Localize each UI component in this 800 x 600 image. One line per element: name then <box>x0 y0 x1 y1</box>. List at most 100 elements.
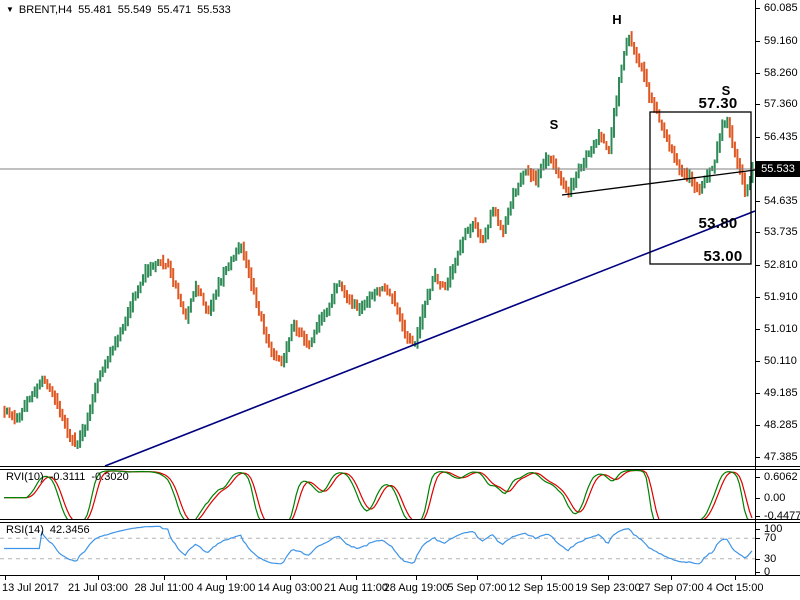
support-mid-level-label[interactable]: 53.80 <box>698 215 738 232</box>
head-label[interactable]: H <box>612 12 622 27</box>
price-axis-label: 50.110 <box>764 355 797 367</box>
price-tick <box>756 393 760 394</box>
time-axis-label: 21 Jul 03:00 <box>68 582 128 594</box>
price-tick <box>756 8 760 9</box>
price-axis-label: 58.260 <box>764 67 798 79</box>
rsi-line <box>4 525 753 565</box>
price-axis[interactable]: 60.085 59.160 58.260 57.360 56.435 54.635 53.7… <box>755 0 800 578</box>
quote-high: 55.549 <box>117 4 152 16</box>
time-tick <box>671 576 672 580</box>
price-tick <box>756 425 760 426</box>
time-axis-label: 19 Sep 23:00 <box>575 582 641 594</box>
time-tick <box>98 576 99 580</box>
current-price-tag: 55.533 <box>756 161 800 177</box>
rsi-axis-label: 0 <box>764 566 771 578</box>
price-axis-label: 48.285 <box>764 419 798 431</box>
rvi-axis-label: 0.00 <box>764 492 786 504</box>
time-axis-label: 28 Jul 11:00 <box>134 582 194 594</box>
rvi-value-main: -0.3111 <box>49 471 86 483</box>
price-tick <box>756 529 760 530</box>
time-tick <box>290 576 291 580</box>
quote-open: 55.481 <box>78 4 112 16</box>
price-axis-label: 51.010 <box>764 323 798 335</box>
time-axis-label: 28 Aug 19:00 <box>383 582 449 594</box>
pane-separator[interactable] <box>0 469 800 470</box>
rvi-indicator-canvas[interactable] <box>0 470 755 519</box>
time-axis-label: 4 Aug 19:00 <box>196 582 256 594</box>
pane-separator[interactable] <box>0 466 800 467</box>
rsi-label: RSI(14) 42.3456 <box>6 524 90 536</box>
time-axis-label: 4 Oct 15:00 <box>706 582 764 594</box>
rsi-indicator-canvas[interactable] <box>0 523 755 575</box>
time-tick <box>226 576 227 580</box>
quote-close: 55.533 <box>197 4 231 16</box>
left-shoulder-label[interactable]: S <box>549 117 559 132</box>
time-tick <box>356 576 357 580</box>
price-tick <box>756 73 760 74</box>
price-tick <box>756 232 760 233</box>
symbol-dropdown-icon[interactable]: ▼ <box>6 5 14 14</box>
main-chart-canvas[interactable] <box>0 0 755 466</box>
symbol-label: BRENT,H4 <box>18 4 73 16</box>
rsi-value: 42.3456 <box>49 524 90 536</box>
time-axis-label: 21 Aug 11:00 <box>323 582 389 594</box>
resistance-level-label[interactable]: 57.30 <box>698 95 738 112</box>
price-axis-label: 54.635 <box>764 195 798 207</box>
time-tick <box>5 576 6 580</box>
price-tick <box>756 572 760 573</box>
price-tick <box>756 477 760 478</box>
pane-separator[interactable] <box>0 522 800 523</box>
time-axis-label: 12 Sep 15:00 <box>508 582 574 594</box>
time-axis[interactable]: 13 Jul 2017 21 Jul 03:00 28 Jul 11:00 4 Aug… <box>0 576 800 600</box>
price-axis-label: 59.160 <box>764 35 798 47</box>
time-tick <box>735 576 736 580</box>
rvi-value-signal: -0.3020 <box>91 471 129 483</box>
ascending-trendline[interactable] <box>104 210 755 466</box>
price-tick <box>756 41 760 42</box>
price-tick <box>756 297 760 298</box>
price-tick <box>756 201 760 202</box>
pane-separator <box>0 575 800 576</box>
rsi-title: RSI(14) <box>6 524 44 536</box>
price-axis-label: 60.085 <box>764 2 798 14</box>
rvi-axis-label: 0.6062 <box>764 471 798 483</box>
price-axis-label: 52.810 <box>764 259 798 271</box>
time-axis-label: 13 Jul 2017 <box>2 582 59 594</box>
time-tick <box>416 576 417 580</box>
rvi-label: RVI(10) -0.3111 -0.3020 <box>6 471 129 483</box>
price-bars <box>3 31 754 449</box>
rsi-axis-label: 30 <box>764 553 777 565</box>
price-tick <box>756 265 760 266</box>
price-tick <box>756 329 760 330</box>
rsi-axis-label: 70 <box>764 532 777 544</box>
time-tick <box>608 576 609 580</box>
price-axis-label: 49.185 <box>764 387 798 399</box>
consolidation-rectangle[interactable] <box>649 111 752 265</box>
price-tick <box>756 361 760 362</box>
rsi-axis-label: 100 <box>764 523 783 535</box>
rvi-axis-label: -0.4477 <box>764 510 800 522</box>
time-tick <box>164 576 165 580</box>
time-axis-label: 27 Sep 07:00 <box>638 582 704 594</box>
time-tick <box>477 576 478 580</box>
price-tick <box>756 498 760 499</box>
rvi-main-line <box>4 470 749 519</box>
quote-low: 55.471 <box>157 4 192 16</box>
time-axis-label: 5 Sep 07:00 <box>447 582 507 594</box>
quote-bar: ▼ BRENT,H4 55.481 55.549 55.471 55.533 <box>6 4 231 16</box>
pane-separator[interactable] <box>0 519 800 520</box>
price-tick <box>756 457 760 458</box>
price-tick <box>756 538 760 539</box>
price-tick <box>756 559 760 560</box>
right-shoulder-label[interactable]: S <box>721 83 731 98</box>
price-tick <box>756 516 760 517</box>
neckline-trendline[interactable] <box>561 169 755 196</box>
price-axis-label: 51.910 <box>764 291 798 303</box>
time-axis-label: 14 Aug 03:00 <box>257 582 323 594</box>
price-axis-label: 53.735 <box>764 226 798 238</box>
price-axis-label: 47.385 <box>764 451 798 463</box>
price-axis-label: 57.360 <box>764 98 798 110</box>
support-low-level-label[interactable]: 53.00 <box>703 248 743 265</box>
price-tick <box>756 137 760 138</box>
